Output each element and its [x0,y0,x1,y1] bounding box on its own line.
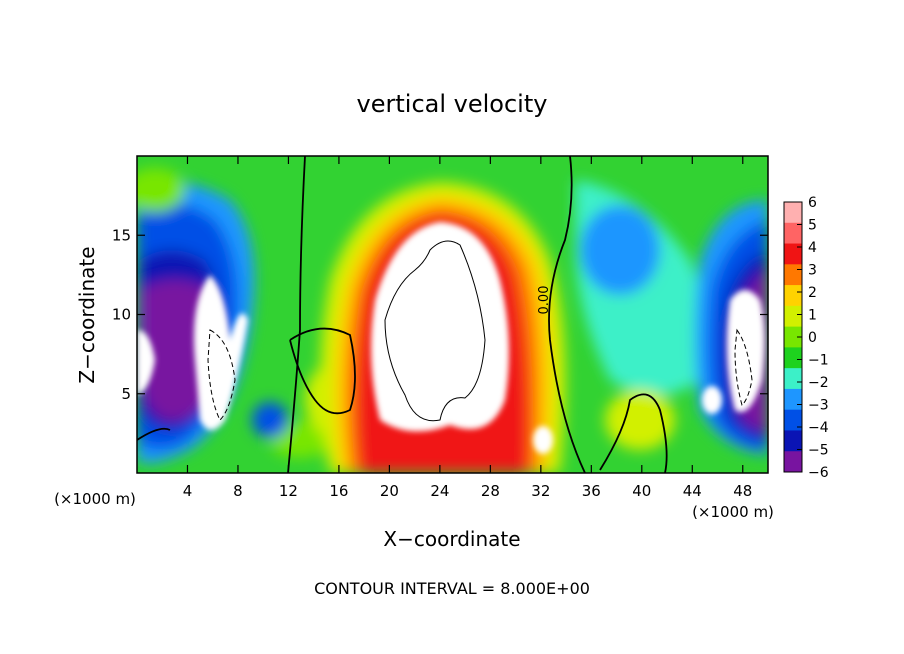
x-tick-label: 24 [430,482,449,500]
colorbar-label: 1 [808,308,817,324]
colorbar-swatch [784,264,802,286]
colorbar-label: 3 [808,263,817,279]
x-tick-label: 12 [279,482,298,500]
colorbar-swatch [784,368,802,390]
x-unit-left: (×1000 m) [54,490,136,508]
x-tick-label: 20 [380,482,399,500]
colorbar-swatch [784,388,802,411]
y-ticks: 5 10 15 [112,226,768,403]
colorbar-label: 0 [808,330,817,346]
colorbar-swatch [784,430,802,452]
velocity-field: 0.00 [137,156,768,473]
x-tick-label: 44 [683,482,702,500]
colorbar-label: −2 [808,375,829,391]
y-tick-label: 15 [112,226,131,244]
x-tick-label: 48 [733,482,752,500]
colorbar-swatch [784,347,802,369]
contour-label: 0.00 [537,286,552,315]
y-tick-label: 5 [121,385,131,403]
colorbar-label: −6 [808,465,829,481]
x-tick-label: 40 [632,482,651,500]
colorbar-label: −5 [808,443,829,459]
colorbar-swatch [784,305,802,328]
x-unit-right: (×1000 m) [692,503,774,521]
colorbar-swatch [784,326,802,348]
colorbar-label: 5 [808,218,817,234]
colorbar-label: 2 [808,285,817,301]
colorbar: 6 5 4 3 2 1 0 −1 −2 −3 −4 −5 −6 [783,195,829,481]
colorbar-swatch [784,451,802,473]
colorbar-label: 6 [808,195,817,211]
x-tick-label: 8 [233,482,243,500]
x-axis-label: X−coordinate [383,527,520,551]
colorbar-label: 4 [808,240,817,256]
y-tick-label: 10 [112,306,131,324]
colorbar-label: −4 [808,420,829,436]
contour-interval-footer: CONTOUR INTERVAL = 8.000E+00 [314,579,590,598]
x-tick-label: 16 [329,482,348,500]
colorbar-swatch [784,222,802,245]
colorbar-label: −3 [808,398,829,414]
x-tick-label: 4 [183,482,193,500]
colorbar-swatch [784,409,802,431]
chart-title: vertical velocity [357,90,548,118]
x-tick-label: 32 [531,482,550,500]
x-ticks: 4 8 12 16 20 24 28 32 36 40 44 48 [183,156,752,500]
y-axis-label: Z−coordinate [75,246,99,383]
colorbar-swatch [784,285,802,307]
colorbar-label: −1 [808,353,829,369]
x-tick-label: 28 [481,482,500,500]
x-tick-label: 36 [582,482,601,500]
colorbar-swatch [784,202,802,224]
colorbar-swatch [784,243,802,265]
